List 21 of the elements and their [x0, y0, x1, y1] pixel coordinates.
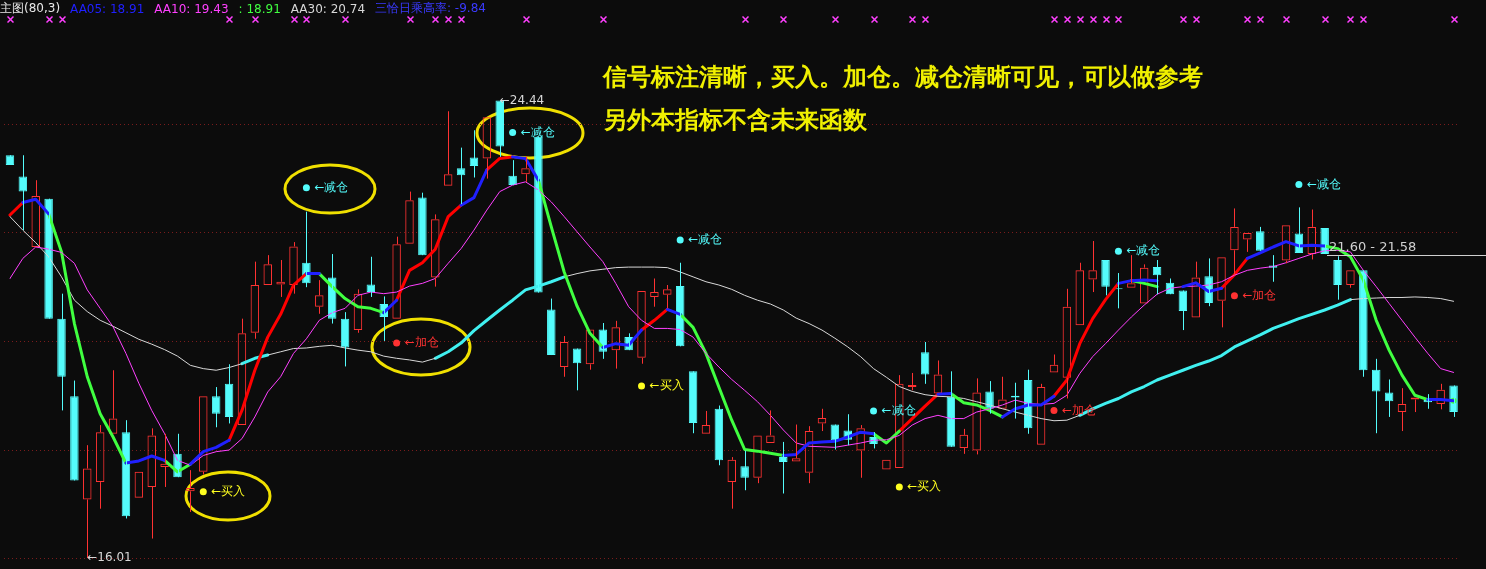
data-label: ←减仓 — [1306, 176, 1341, 191]
data-label: ←买入 — [649, 378, 684, 393]
data-label: ←买入 — [211, 483, 246, 498]
data-label: ←买入 — [907, 479, 942, 494]
data-label: ←减仓 — [1126, 243, 1161, 258]
chart-title: 主图(80,3) — [0, 0, 61, 17]
ref-line-label: 21.60 - 21.58 — [1329, 239, 1417, 255]
text: AA05: 18.91 — [70, 1, 145, 16]
text: : 18.91 — [238, 1, 281, 16]
text: ←24.44 — [499, 92, 545, 107]
text: AA10: 19.43 — [154, 1, 229, 16]
data-label: ←减仓 — [688, 232, 723, 247]
data-label: ←加仓 — [1242, 287, 1277, 302]
data-label: ←加仓 — [404, 335, 439, 350]
annotation: 另外本指标不含未来函数 — [603, 105, 868, 136]
text: AA30: 20.74 — [290, 1, 366, 16]
text: 信号标注清晰，买入。加仓。减仓清晰可见，可以做参考 — [603, 62, 1203, 93]
data-label: ←减仓 — [314, 179, 349, 194]
data-label: ←减仓 — [520, 124, 555, 139]
text: ←16.01 — [87, 550, 132, 565]
chart-subtitle: 三恰日乘高率: -9.84 — [375, 0, 486, 17]
